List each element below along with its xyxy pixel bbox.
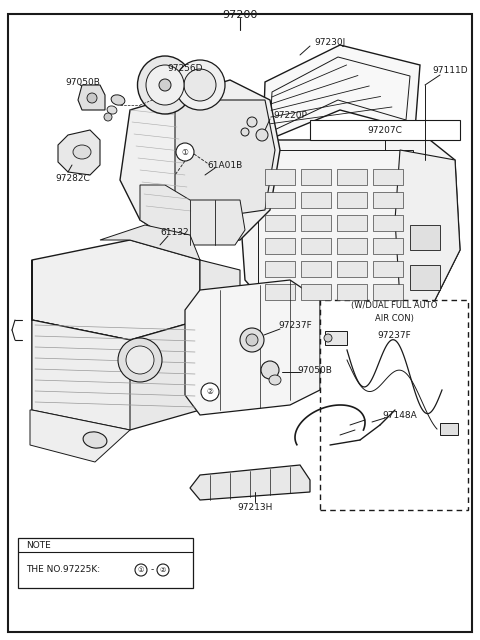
Bar: [373, 284, 403, 300]
Ellipse shape: [146, 65, 184, 105]
Text: 97213H: 97213H: [237, 504, 273, 513]
Bar: [18, 538, 193, 588]
Circle shape: [261, 361, 279, 379]
Bar: [301, 284, 331, 300]
Polygon shape: [200, 260, 240, 360]
Bar: [310, 120, 460, 140]
Bar: [373, 238, 403, 254]
Bar: [301, 238, 331, 254]
Bar: [373, 215, 403, 231]
Text: 97256D: 97256D: [167, 63, 203, 72]
Text: 97237F: 97237F: [377, 330, 411, 339]
Text: (W/DUAL FULL AUTO: (W/DUAL FULL AUTO: [351, 301, 437, 310]
Text: 97050B: 97050B: [298, 365, 333, 374]
Text: 97207C: 97207C: [368, 125, 402, 134]
Polygon shape: [175, 100, 275, 220]
Polygon shape: [32, 320, 200, 430]
Ellipse shape: [269, 375, 281, 385]
Bar: [265, 284, 295, 300]
Bar: [301, 261, 331, 277]
Bar: [325, 331, 347, 345]
Text: 61132: 61132: [161, 227, 189, 237]
Bar: [301, 215, 331, 231]
Bar: [265, 238, 295, 254]
Text: 97220P: 97220P: [273, 111, 307, 120]
Bar: [373, 192, 403, 208]
Bar: [337, 169, 367, 185]
Text: ②: ②: [160, 567, 166, 573]
Circle shape: [201, 383, 219, 401]
Polygon shape: [240, 140, 460, 330]
Circle shape: [118, 338, 162, 382]
Polygon shape: [190, 465, 310, 500]
Polygon shape: [185, 280, 320, 415]
Circle shape: [246, 334, 258, 346]
Text: -: -: [150, 566, 154, 575]
Polygon shape: [32, 240, 200, 340]
Polygon shape: [58, 130, 100, 175]
Text: THE NO.97225K:: THE NO.97225K:: [26, 566, 100, 575]
Bar: [265, 215, 295, 231]
Bar: [337, 284, 367, 300]
Ellipse shape: [107, 106, 117, 114]
Bar: [373, 169, 403, 185]
Text: ①: ①: [138, 567, 144, 573]
Ellipse shape: [83, 432, 107, 448]
Text: 97230J: 97230J: [314, 38, 346, 47]
Bar: [337, 192, 367, 208]
Text: ①: ①: [181, 147, 189, 157]
Bar: [301, 192, 331, 208]
Polygon shape: [258, 300, 380, 330]
Text: AIR CON): AIR CON): [374, 314, 413, 323]
Bar: [337, 238, 367, 254]
Text: 97111D: 97111D: [432, 65, 468, 74]
Text: NOTE: NOTE: [26, 541, 51, 550]
Polygon shape: [32, 260, 130, 430]
Bar: [320, 300, 468, 510]
Text: 61A01B: 61A01B: [207, 161, 242, 170]
Bar: [410, 225, 440, 250]
Bar: [410, 265, 440, 290]
Polygon shape: [78, 85, 105, 110]
Bar: [337, 215, 367, 231]
Text: 97148A: 97148A: [383, 410, 418, 419]
Ellipse shape: [73, 145, 91, 159]
Circle shape: [184, 69, 216, 101]
Circle shape: [126, 346, 154, 374]
Circle shape: [87, 93, 97, 103]
Bar: [265, 169, 295, 185]
Polygon shape: [263, 45, 420, 142]
Ellipse shape: [111, 95, 125, 105]
Bar: [258, 150, 413, 310]
Text: 97282C: 97282C: [55, 173, 90, 182]
Bar: [265, 192, 295, 208]
Ellipse shape: [137, 56, 192, 114]
Circle shape: [157, 564, 169, 576]
Polygon shape: [395, 150, 460, 310]
Circle shape: [104, 113, 112, 121]
Text: 97200: 97200: [222, 10, 258, 20]
Polygon shape: [30, 410, 130, 462]
Polygon shape: [140, 185, 245, 245]
Bar: [337, 261, 367, 277]
Circle shape: [240, 328, 264, 352]
Text: 97237F: 97237F: [278, 321, 312, 330]
Bar: [373, 261, 403, 277]
Circle shape: [324, 334, 332, 342]
Circle shape: [159, 79, 171, 91]
Circle shape: [241, 128, 249, 136]
Polygon shape: [120, 80, 280, 245]
Bar: [301, 169, 331, 185]
Circle shape: [256, 129, 268, 141]
Circle shape: [135, 564, 147, 576]
Bar: [440, 423, 458, 435]
Circle shape: [247, 117, 257, 127]
Text: ②: ②: [206, 387, 214, 397]
Text: 97050B: 97050B: [65, 77, 100, 86]
Circle shape: [175, 60, 225, 110]
Polygon shape: [100, 225, 200, 260]
Circle shape: [176, 143, 194, 161]
Bar: [265, 261, 295, 277]
